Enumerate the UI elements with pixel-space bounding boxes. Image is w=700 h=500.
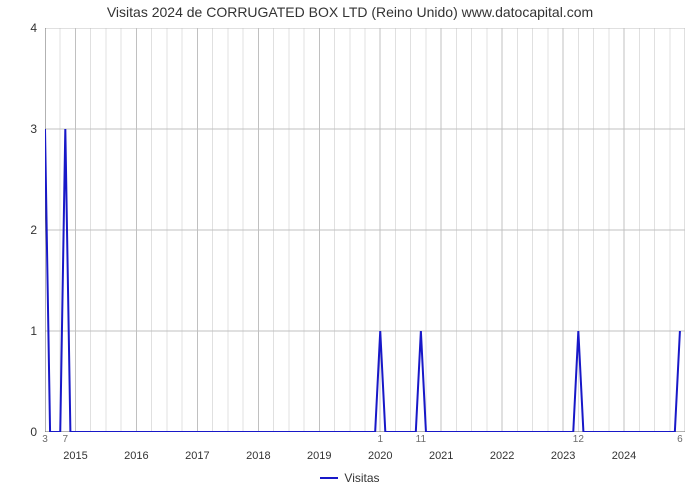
x-tick-label: 2024 [612,432,636,462]
x-tick-label: 2023 [551,432,575,462]
x-data-label: 7 [63,432,69,445]
plot-svg [45,28,685,432]
x-tick-label: 2016 [124,432,148,462]
legend: Visitas [0,470,700,485]
legend-label: Visitas [344,471,379,485]
y-tick-label: 4 [30,21,45,35]
x-tick-label: 2018 [246,432,270,462]
x-data-label: 12 [573,432,584,445]
y-tick-label: 3 [30,122,45,136]
plot-area: 0123420152016201720182019202020212022202… [45,28,685,432]
x-tick-label: 2022 [490,432,514,462]
y-tick-label: 2 [30,223,45,237]
legend-swatch [320,477,338,479]
chart-title: Visitas 2024 de CORRUGATED BOX LTD (Rein… [0,4,700,20]
x-tick-label: 2021 [429,432,453,462]
x-data-label: 6 [677,432,683,445]
x-data-label: 3 [42,432,48,445]
x-data-label: 1 [377,432,383,445]
x-data-label: 11 [416,432,426,445]
x-tick-label: 2017 [185,432,209,462]
x-tick-label: 2019 [307,432,331,462]
chart-container: Visitas 2024 de CORRUGATED BOX LTD (Rein… [0,0,700,500]
y-tick-label: 1 [30,324,45,338]
